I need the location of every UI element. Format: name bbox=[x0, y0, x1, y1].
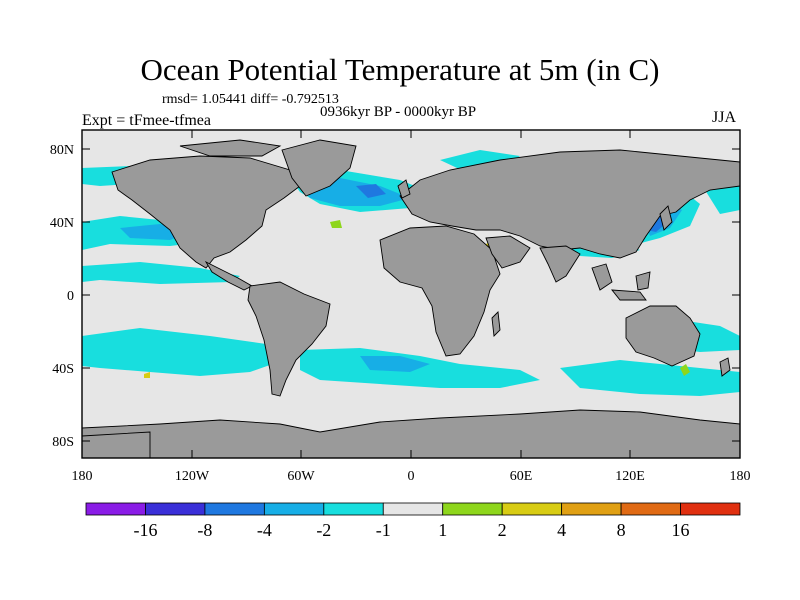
lat-label-80n: 80N bbox=[50, 143, 74, 158]
colorbar-swatch bbox=[442, 502, 503, 516]
colorbar-label: -2 bbox=[316, 520, 331, 540]
lat-label-0: 0 bbox=[67, 289, 74, 304]
lat-label-80s: 80S bbox=[52, 435, 74, 450]
season-label: JJA bbox=[712, 109, 737, 126]
lon-label-180w: 180 bbox=[72, 469, 93, 484]
colorbar-label: 1 bbox=[438, 520, 447, 540]
lon-label-60e: 60E bbox=[510, 469, 533, 484]
colorbar-label: 2 bbox=[498, 520, 507, 540]
lon-label-0: 0 bbox=[408, 469, 415, 484]
latitude-axis: 80N 40N 0 40S 80S bbox=[50, 143, 740, 450]
colorbar: -16 -8 -4 -2 -1 1 2 4 8 16 bbox=[85, 502, 741, 540]
land-masses bbox=[82, 139, 740, 458]
lon-label-60w: 60W bbox=[287, 469, 315, 484]
statistics-text: rmsd= 1.05441 diff= -0.792513 bbox=[162, 92, 339, 107]
colorbar-label: 8 bbox=[617, 520, 626, 540]
colorbar-swatch bbox=[680, 502, 741, 516]
lat-label-40s: 40S bbox=[52, 362, 74, 377]
lon-label-180e: 180 bbox=[730, 469, 751, 484]
colorbar-swatch bbox=[382, 502, 444, 516]
longitude-axis: 180 120W 60W 0 60E 120E 180 bbox=[72, 130, 751, 484]
lat-label-40n: 40N bbox=[50, 216, 74, 231]
colorbar-label: -16 bbox=[133, 520, 157, 540]
map-title: Ocean Potential Temperature at 5m (in C) bbox=[140, 52, 660, 87]
colorbar-label: -4 bbox=[257, 520, 272, 540]
colorbar-label: 16 bbox=[672, 520, 690, 540]
map-area bbox=[82, 130, 740, 458]
colorbar-swatch bbox=[620, 502, 681, 516]
lon-label-120e: 120E bbox=[615, 469, 645, 484]
colorbar-swatch bbox=[145, 502, 206, 516]
colorbar-label: -1 bbox=[376, 520, 391, 540]
colorbar-label: -8 bbox=[197, 520, 212, 540]
colorbar-swatch bbox=[501, 502, 563, 516]
period-label: 0936kyr BP - 0000kyr BP bbox=[320, 104, 477, 120]
colorbar-swatch bbox=[323, 502, 384, 516]
colorbar-label: 4 bbox=[557, 520, 566, 540]
lon-label-120w: 120W bbox=[175, 469, 210, 484]
experiment-label: Expt = tFmee-tfmea bbox=[82, 112, 211, 129]
colorbar-swatch bbox=[263, 502, 325, 516]
colorbar-swatch bbox=[204, 502, 265, 516]
colorbar-swatch bbox=[85, 502, 146, 516]
colorbar-swatch bbox=[561, 502, 622, 516]
